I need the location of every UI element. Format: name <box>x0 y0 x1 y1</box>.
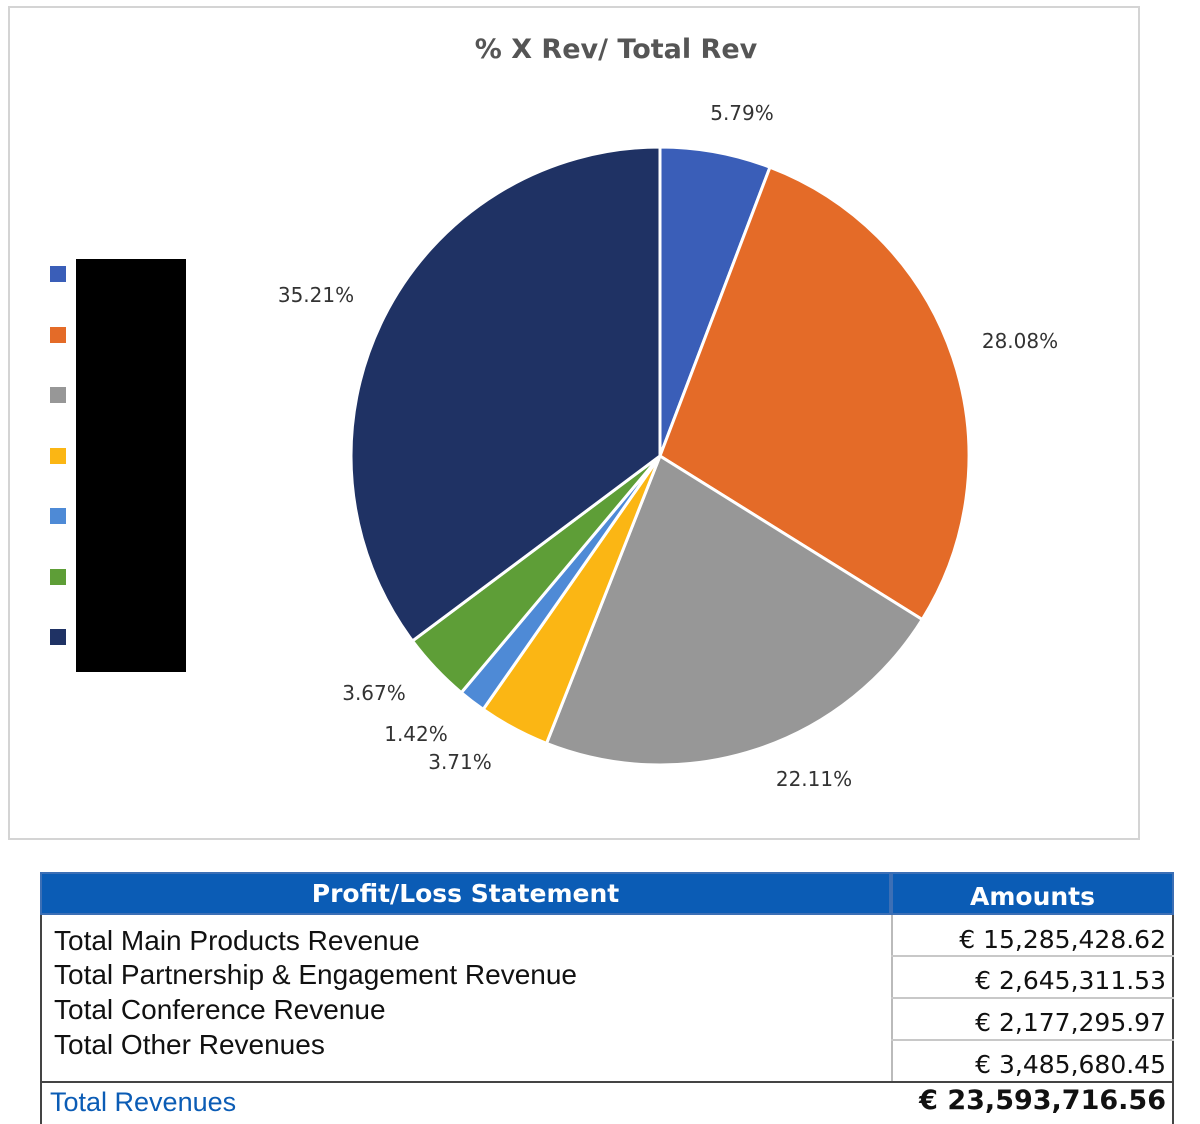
slice-label-1: 5.79% <box>710 101 774 125</box>
legend-swatch-5 <box>50 508 66 524</box>
pie-slice-3 <box>545 454 924 767</box>
row-label-main-products: Total Main Products Revenue <box>54 925 420 956</box>
legend-swatch-7 <box>50 629 66 645</box>
legend-swatch-2 <box>50 326 66 343</box>
total-amount: € 23,593,716.56 <box>919 1085 1166 1116</box>
total-label: Total Revenues <box>50 1087 237 1117</box>
amount-rule <box>891 1039 1174 1041</box>
slice-label-3: 22.11% <box>776 767 852 791</box>
slice-label-6: 3.67% <box>342 681 406 705</box>
slice-label-5: 1.42% <box>384 722 448 746</box>
chart-title: % X Rev/ Total Rev <box>475 34 758 65</box>
row-label-conference: Total Conference Revenue <box>54 994 386 1025</box>
chart-area: % X Rev/ Total Rev 5.79% 28.08% 22.11% 3.71… <box>8 6 1140 840</box>
legend-swatch-3 <box>50 387 66 403</box>
total-row: Total Revenues € 23,593,716.56 <box>40 1081 1174 1124</box>
amounts-header: Amounts <box>891 872 1174 915</box>
pie-slice-2 <box>658 165 971 621</box>
row-amount-main-products: € 15,285,428.62 <box>959 925 1166 954</box>
slice-label-7: 35.21% <box>278 283 354 307</box>
row-label-partnership: Total Partnership & Engagement Revenue <box>54 959 577 990</box>
row-amount-conference: € 2,177,295.97 <box>975 1008 1166 1037</box>
pie-slice-7 <box>349 145 662 643</box>
legend-redacted-block <box>76 259 186 672</box>
column-divider <box>891 915 893 1083</box>
legend-swatch-1 <box>50 266 66 282</box>
row-amount-other: € 3,485,680.45 <box>975 1050 1166 1079</box>
slice-label-4: 3.71% <box>428 750 492 774</box>
statement-header: Profit/Loss Statement <box>40 872 891 915</box>
slice-label-2: 28.08% <box>982 329 1058 353</box>
row-label-other: Total Other Revenues <box>54 1029 325 1060</box>
amount-rule <box>891 997 1174 999</box>
profit-loss-table: Profit/Loss Statement Amounts Total Main… <box>40 872 1174 1124</box>
statement-body: Total Main Products Revenue Total Partne… <box>40 915 1174 1083</box>
legend-swatch-6 <box>50 568 66 585</box>
amount-rule <box>891 955 1174 957</box>
row-amount-partnership: € 2,645,311.53 <box>975 966 1166 995</box>
pie-chart: % X Rev/ Total Rev 5.79% 28.08% 22.11% 3.71… <box>278 34 1058 791</box>
legend-swatch-4 <box>50 447 66 464</box>
